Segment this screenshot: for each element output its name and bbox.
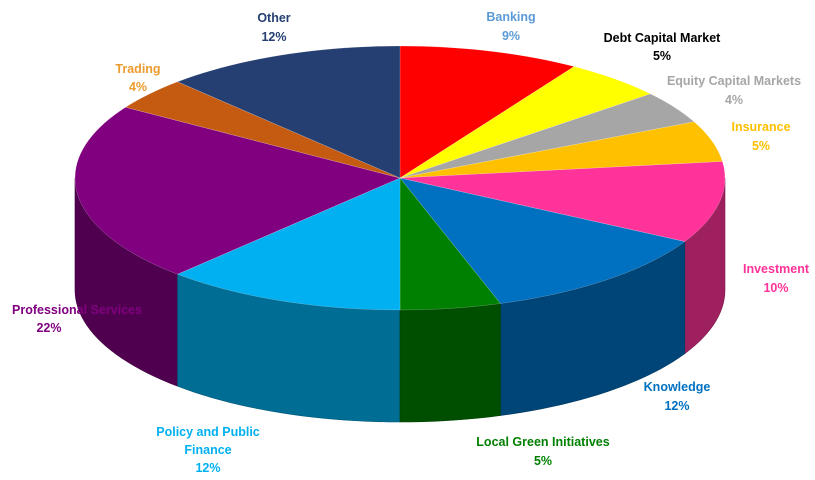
pie-slice-professional-services <box>74 107 401 275</box>
pie-sides <box>74 177 726 423</box>
pie-side-local-green-initiatives <box>399 303 501 423</box>
pie-label-percent: 9% <box>502 29 520 43</box>
pie-label-percent: 12% <box>664 399 689 413</box>
pie-label-name: Policy and Public <box>156 425 260 439</box>
pie-label-insurance: Insurance 5% <box>731 120 790 153</box>
pie-slice-other <box>176 45 401 179</box>
pie-label-knowledge: Knowledge 12% <box>644 380 711 413</box>
pie-slice-trading <box>124 81 401 179</box>
pie-label-name: Finance <box>184 443 231 457</box>
pie-slice-investment <box>399 161 726 242</box>
pie-label-percent: 12% <box>261 30 286 44</box>
pie-label-equity-capital-markets: Equity Capital Markets 4% <box>667 74 801 107</box>
pie-label-name: Trading <box>115 62 160 76</box>
pie-label-banking: Banking 9% <box>486 10 535 43</box>
pie-labels: Banking 9% Debt Capital Market 5% Equity Cap… <box>12 10 810 475</box>
pie-slice-local-green-initiatives <box>399 177 501 311</box>
pie-label-percent: 12% <box>195 461 220 475</box>
pie-label-investment: Investment 10% <box>743 262 810 295</box>
pie-label-name: Banking <box>486 10 535 24</box>
pie-label-policy-and-public-finance: Policy and Public Finance 12% <box>156 425 260 475</box>
pie-slice-banking <box>399 45 575 179</box>
pie-tops <box>74 45 726 311</box>
pie-label-name: Knowledge <box>644 380 711 394</box>
pie-label-name: Insurance <box>731 120 790 134</box>
pie-label-name: Professional Services <box>12 303 142 317</box>
pie-label-other: Other 12% <box>257 11 290 44</box>
pie-label-percent: 22% <box>36 321 61 335</box>
pie-slice-insurance <box>399 121 723 179</box>
pie-label-name: Other <box>257 11 290 25</box>
pie-label-percent: 4% <box>725 93 743 107</box>
pie-label-professional-services: Professional Services 22% <box>12 303 142 335</box>
pie-label-percent: 5% <box>534 454 552 468</box>
pie-slice-debt-capital-market <box>399 66 652 179</box>
pie-label-percent: 10% <box>763 281 788 295</box>
pie-label-percent: 4% <box>129 80 147 94</box>
pie-label-debt-capital-market: Debt Capital Market 5% <box>604 31 722 63</box>
pie-label-name: Equity Capital Markets <box>667 74 801 88</box>
pie-label-name: Debt Capital Market <box>604 31 722 45</box>
pie-label-percent: 5% <box>752 139 770 153</box>
pie-label-name: Investment <box>743 262 810 276</box>
pie-label-name: Local Green Initiatives <box>476 435 609 449</box>
pie-label-trading: Trading 4% <box>115 62 160 94</box>
pie-label-local-green-initiatives: Local Green Initiatives 5% <box>476 435 609 468</box>
pie-slice-equity-capital-markets <box>399 93 695 179</box>
pie-slice-knowledge <box>399 177 686 304</box>
pie-slice-policy-and-public-finance <box>176 177 401 311</box>
pie-label-percent: 5% <box>653 49 671 63</box>
